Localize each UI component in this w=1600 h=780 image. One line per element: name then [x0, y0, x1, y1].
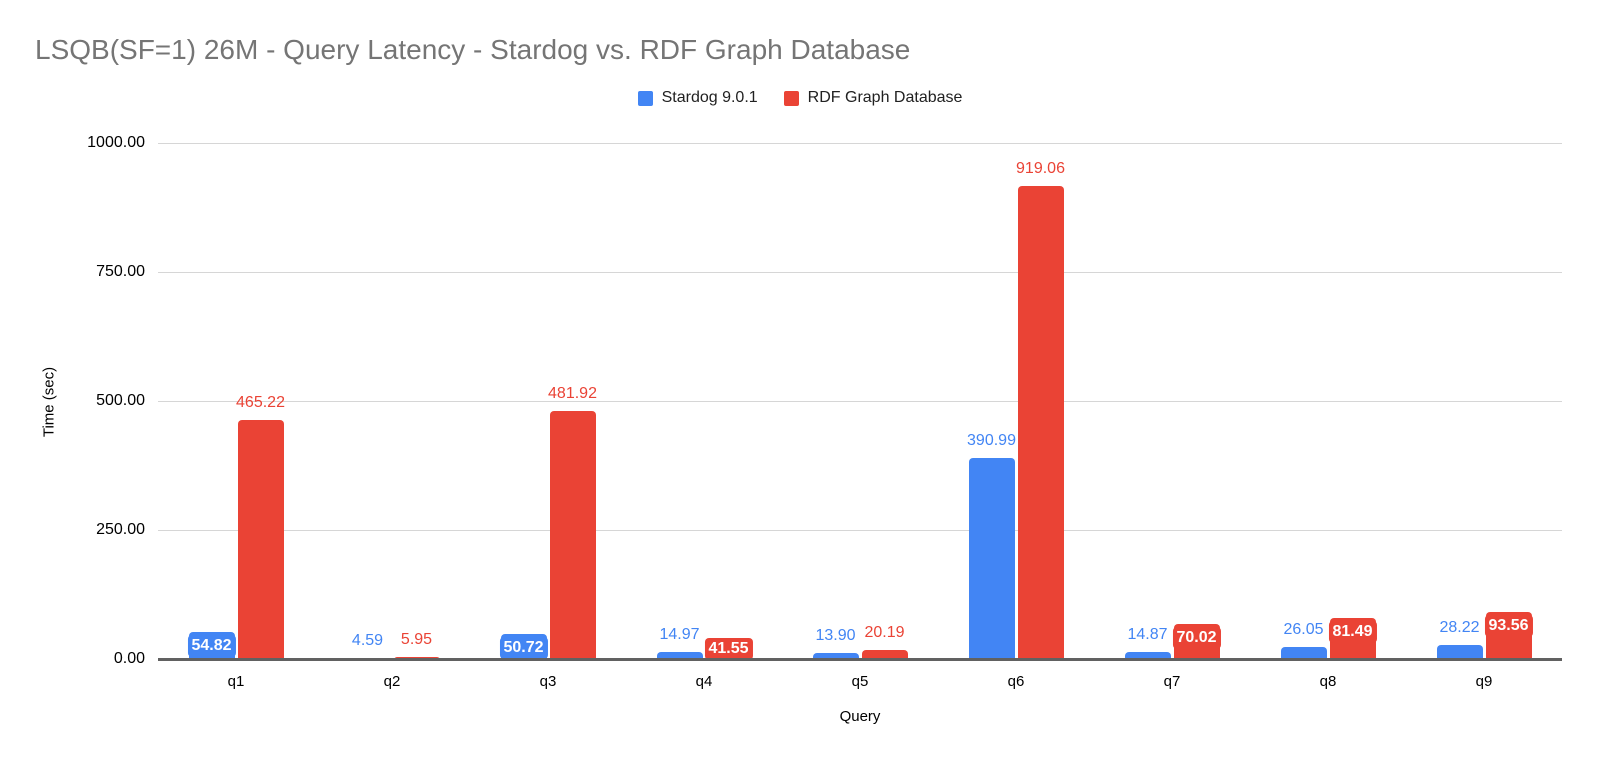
- bar-group-q2: 4.59 5.95 q2: [314, 144, 470, 690]
- x-category-label-q4: q4: [695, 673, 713, 690]
- legend: Stardog 9.0.1 RDF Graph Database: [0, 89, 1600, 107]
- x-category-label-q9: q9: [1475, 673, 1493, 690]
- bar-cell: 5.95: [393, 144, 440, 660]
- bar-cell: 70.02: [1172, 144, 1221, 660]
- legend-label-rdf: RDF Graph Database: [807, 89, 963, 106]
- data-label-q4-stardog: 14.97: [659, 626, 700, 644]
- x-category-label-q8: q8: [1319, 673, 1337, 690]
- bar-group-q3: 50.72 481.92 q3: [470, 144, 626, 690]
- y-gridline: 750.00: [96, 263, 1562, 280]
- bar-q6-stardog: [968, 458, 1015, 660]
- bar-groups: 54.82 465.22 q1 4.59 5.95 q2 50.72 481.92 q3 14.9…: [158, 144, 1562, 690]
- y-tick-label: 500.00: [96, 392, 145, 409]
- x-category-label-q1: q1: [227, 673, 245, 690]
- data-label-q1-stardog: 54.82: [187, 634, 236, 657]
- legend-label-stardog: Stardog 9.0.1: [661, 89, 758, 106]
- legend-swatch-stardog-icon: [637, 90, 653, 106]
- x-category-label-q7: q7: [1163, 673, 1181, 690]
- data-label-q3-rdf: 481.92: [548, 385, 597, 403]
- x-category-label-q5: q5: [851, 673, 869, 690]
- y-gridline: 1000.00: [87, 134, 1562, 151]
- data-label-q4-rdf: 41.55: [704, 638, 753, 660]
- x-axis-title: Query: [839, 708, 881, 725]
- bar-cell: 41.55: [704, 144, 753, 660]
- bar-cell: 481.92: [548, 144, 597, 660]
- bar-cell: 93.56: [1484, 144, 1533, 660]
- y-axis-title: Time (sec): [40, 366, 58, 438]
- y-tick-label: 1000.00: [87, 134, 145, 151]
- bar-cell: 4.59: [344, 144, 391, 660]
- bar-cell: 465.22: [236, 144, 285, 660]
- y-gridline: 500.00: [96, 392, 1562, 409]
- bar-q9-stardog: [1436, 645, 1483, 660]
- data-label-q9-stardog: 28.22: [1439, 619, 1480, 637]
- bar-q5-rdf: [861, 649, 908, 660]
- data-label-q5-rdf: 20.19: [864, 623, 905, 641]
- bar-cell: 26.05: [1280, 144, 1327, 660]
- bar-cell: 20.19: [861, 144, 908, 660]
- bar-group-q7: 14.87 70.02 q7: [1094, 144, 1250, 690]
- bar-cell: 28.22: [1436, 144, 1483, 660]
- bar-group-q6: 390.99 919.06 q6: [938, 144, 1094, 690]
- plot-area: 0.00 250.00 500.00 750.00 1000.00 54.82 465.22…: [87, 134, 1562, 690]
- data-label-q5-stardog: 13.90: [815, 626, 856, 644]
- y-tick-label: 750.00: [96, 263, 145, 280]
- data-label-q7-rdf: 70.02: [1172, 626, 1221, 649]
- bar-cell: 14.97: [656, 144, 703, 660]
- data-label-q8-stardog: 26.05: [1283, 620, 1324, 638]
- x-category-label-q2: q2: [383, 673, 401, 690]
- x-axis-line: [158, 658, 1562, 661]
- legend-item-stardog: Stardog 9.0.1: [637, 89, 758, 107]
- bar-q7-stardog: [1124, 652, 1171, 660]
- data-label-q6-stardog: 390.99: [967, 432, 1016, 450]
- bar-q1-rdf: [237, 419, 284, 660]
- x-category-label-q6: q6: [1007, 673, 1025, 690]
- bar-cell: 50.72: [499, 144, 548, 660]
- bar-cell: 14.87: [1124, 144, 1171, 660]
- bar-group-q5: 13.90 20.19 q5: [782, 144, 938, 690]
- legend-item-rdf: RDF Graph Database: [783, 89, 963, 107]
- x-category-label-q3: q3: [539, 673, 557, 690]
- data-label-q2-stardog: 4.59: [351, 631, 384, 649]
- bar-cell: 81.49: [1328, 144, 1377, 660]
- bar-cell: 54.82: [187, 144, 236, 660]
- bar-q5-stardog: [812, 652, 859, 660]
- data-label-q7-stardog: 14.87: [1127, 626, 1168, 644]
- bar-group-q9: 28.22 93.56 q9: [1406, 144, 1562, 690]
- y-tick-label: 0.00: [113, 650, 145, 667]
- bar-cell: 919.06: [1016, 144, 1065, 660]
- bar-group-q4: 14.97 41.55 q4: [626, 144, 782, 690]
- data-label-q6-rdf: 919.06: [1016, 159, 1065, 177]
- bar-cell: 13.90: [812, 144, 859, 660]
- bar-q4-stardog: [656, 652, 703, 660]
- data-label-q8-rdf: 81.49: [1328, 620, 1377, 643]
- bar-cell: 390.99: [967, 144, 1016, 660]
- bar-group-q8: 26.05 81.49 q8: [1250, 144, 1406, 690]
- data-label-q9-rdf: 93.56: [1484, 614, 1533, 637]
- chart-title: LSQB(SF=1) 26M - Query Latency - Stardog…: [35, 34, 911, 65]
- bar-q8-stardog: [1280, 646, 1327, 660]
- data-label-q3-stardog: 50.72: [499, 636, 548, 659]
- y-gridline: 250.00: [96, 521, 1562, 538]
- data-label-q1-rdf: 465.22: [236, 393, 285, 411]
- data-label-q2-rdf: 5.95: [400, 630, 433, 648]
- bar-q3-rdf: [549, 411, 596, 660]
- legend-swatch-rdf-icon: [783, 90, 799, 106]
- bar-q6-rdf: [1017, 185, 1064, 660]
- bar-group-q1: 54.82 465.22 q1: [158, 144, 314, 690]
- y-tick-label: 250.00: [96, 521, 145, 538]
